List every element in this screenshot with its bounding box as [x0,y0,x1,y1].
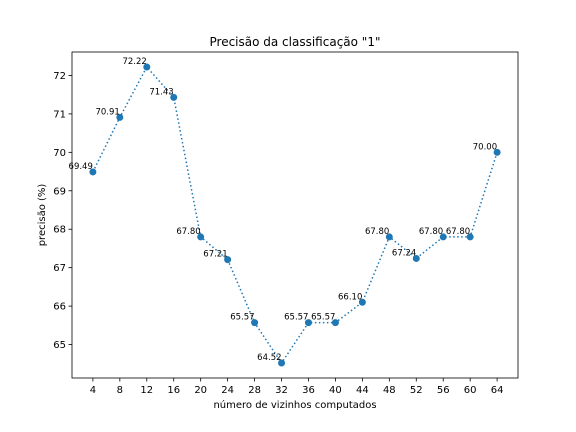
data-label: 65.57 [284,313,308,323]
data-label: 64.52 [257,353,281,363]
x-tick-label: 48 [383,385,396,396]
x-axis: 4 8 12 16 20 24 28 32 36 40 44 48 52 56 60 64 [90,378,504,396]
data-point [251,319,259,327]
data-label: 72.22 [122,57,146,67]
x-tick-label: 4 [90,385,96,396]
y-tick-label: 70 [53,148,66,159]
data-point [278,359,286,367]
data-label: 67.21 [203,250,227,260]
x-tick-label: 32 [275,385,288,396]
data-label: 70.00 [473,142,497,152]
data-point [331,319,339,327]
y-axis-label: precisão (%) [37,184,48,247]
y-tick-label: 66 [53,302,66,313]
data-label: 67.80 [419,227,443,237]
data-label: 67.24 [392,248,416,258]
data-point [89,168,97,176]
x-tick-label: 60 [464,385,477,396]
data-point [493,148,501,156]
data-point [412,254,420,262]
x-axis-label: número de vizinhos computados [213,399,376,411]
data-point [385,233,393,241]
data-point [358,298,366,306]
y-tick-label: 72 [53,71,66,82]
data-label: 69.49 [69,162,93,172]
x-tick-label: 28 [248,385,261,396]
y-tick-label: 69 [53,186,66,197]
x-tick-label: 24 [221,385,234,396]
x-tick-label: 36 [302,385,315,396]
data-label: 71.43 [149,87,173,97]
data-point [116,113,124,121]
data-label: 67.80 [365,227,389,237]
y-tick-label: 67 [53,263,66,274]
y-tick-label: 68 [53,225,66,236]
data-point [143,63,151,71]
x-tick-label: 8 [117,385,123,396]
data-label: 67.80 [446,227,470,237]
data-point [304,319,312,327]
x-tick-label: 52 [410,385,423,396]
plot-frame [71,51,519,379]
data-labels: 69.49 70.91 72.22 71.43 67.80 67.21 65.57 64.52… [69,57,498,363]
x-tick-label: 20 [194,385,207,396]
data-point [466,233,474,241]
y-axis: 65 66 67 68 69 70 71 72 [53,71,72,351]
y-tick-label: 65 [53,340,66,351]
data-point [439,233,447,241]
x-tick-label: 44 [356,385,369,396]
x-tick-label: 40 [329,385,342,396]
x-tick-label: 64 [491,385,504,396]
series-line [92,65,498,365]
y-tick-label: 71 [53,109,66,120]
data-label: 66.10 [338,292,362,302]
data-label: 65.57 [230,313,254,323]
data-point [197,233,205,241]
x-tick-label: 56 [437,385,450,396]
data-label: 67.80 [176,227,200,237]
chart-title: Precisão da classificação "1" [210,35,381,49]
data-label: 70.91 [95,107,119,117]
data-point [224,256,232,264]
data-point [170,93,178,101]
x-tick-label: 16 [167,385,180,396]
x-tick-label: 12 [140,385,153,396]
data-points [89,63,501,367]
data-label: 65.57 [311,313,335,323]
